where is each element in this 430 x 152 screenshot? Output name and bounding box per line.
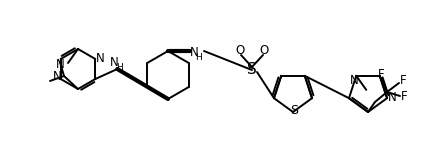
Text: N: N <box>110 55 119 69</box>
Text: F: F <box>401 90 407 104</box>
Text: F: F <box>400 74 406 88</box>
Text: S: S <box>290 105 298 117</box>
Text: O: O <box>235 45 245 57</box>
Text: N: N <box>53 71 62 83</box>
Text: H: H <box>196 52 203 62</box>
Text: N: N <box>56 59 65 71</box>
Text: N: N <box>350 74 359 87</box>
Text: N: N <box>388 91 396 104</box>
Text: F: F <box>378 67 384 81</box>
Text: N: N <box>190 45 198 59</box>
Text: S: S <box>247 62 257 78</box>
Text: N: N <box>96 52 104 66</box>
Text: H: H <box>116 62 123 71</box>
Text: O: O <box>259 45 269 57</box>
